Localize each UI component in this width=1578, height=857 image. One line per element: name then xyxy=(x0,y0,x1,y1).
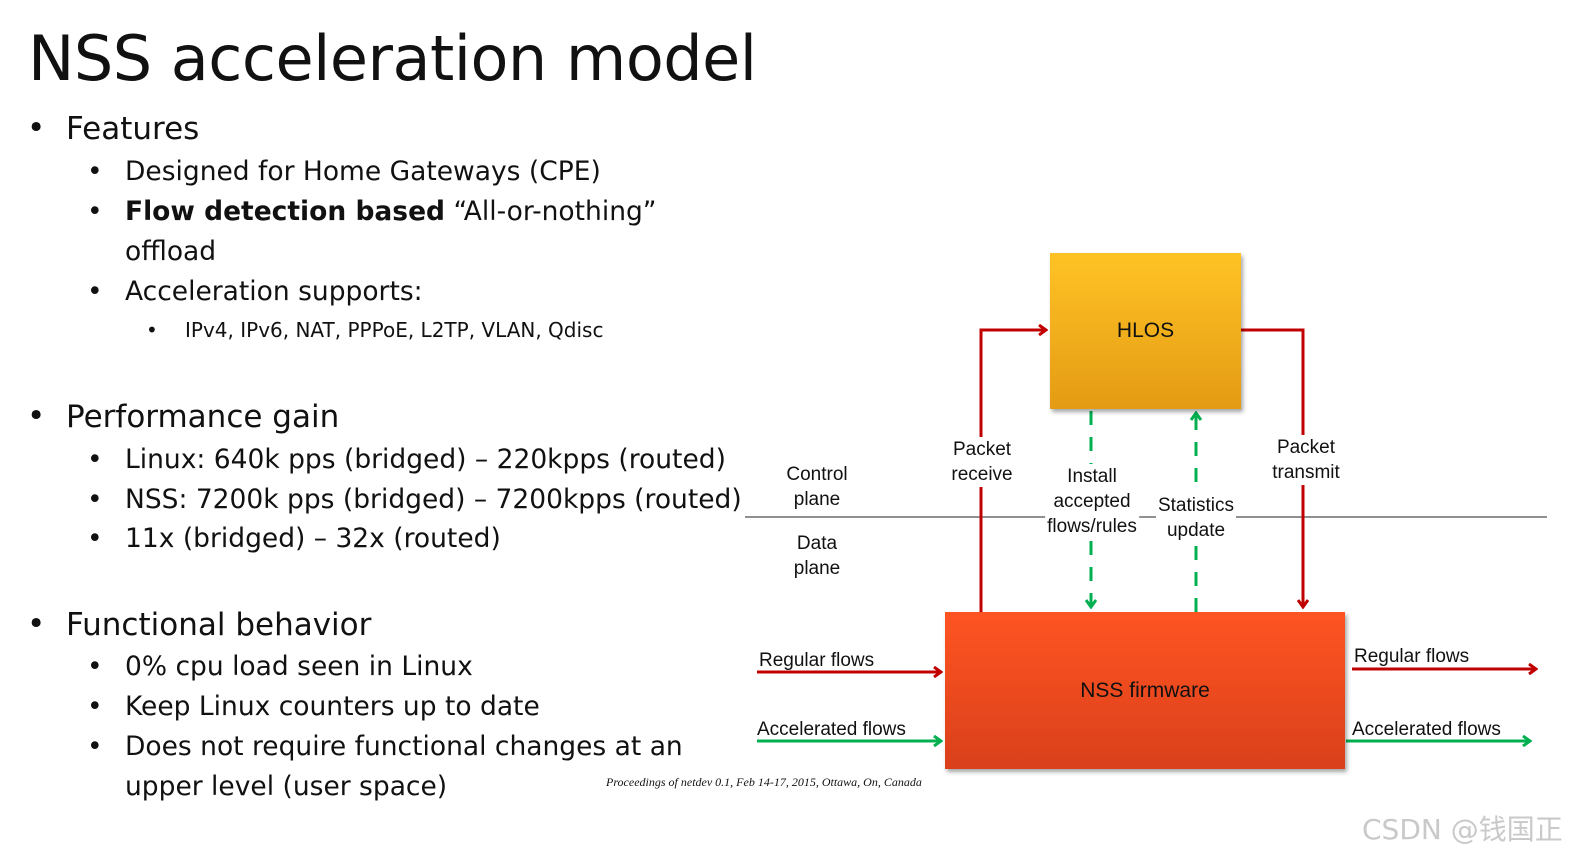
bullet-item-continued: offload xyxy=(125,236,217,267)
bullet-item: 0% cpu load seen in Linux xyxy=(125,651,473,682)
bullet: • xyxy=(87,523,103,554)
bullet-item: 11x (bridged) – 32x (routed) xyxy=(125,523,501,554)
bullet-item: Acceleration supports: xyxy=(125,276,423,307)
nss-firmware-box: NSS firmware xyxy=(945,612,1345,769)
bullet: • xyxy=(87,276,103,307)
packet-receive-arrow xyxy=(979,330,1046,612)
bullet-item: Flow detection based “All-or-nothing” xyxy=(125,196,657,227)
bullet: • xyxy=(27,398,46,434)
regular-flows-in-label: Regular flows xyxy=(759,650,875,671)
bullet-item: NSS: 7200k pps (bridged) – 7200kpps (rou… xyxy=(125,484,742,515)
bullet: • xyxy=(87,731,103,762)
label-line: transmit xyxy=(1272,462,1340,483)
packet-receive-label: Packet receive xyxy=(949,437,1015,487)
text: “All-or-nothing” xyxy=(445,196,657,227)
packet-transmit-label: Packet transmit xyxy=(1270,435,1342,485)
bullet: • xyxy=(87,484,103,515)
label-line: plane xyxy=(793,489,841,510)
bullet: • xyxy=(27,606,46,642)
statistics-update-label: Statistics update xyxy=(1155,493,1237,543)
bullet: • xyxy=(87,444,103,475)
watermark: CSDN @钱国正 xyxy=(1362,813,1563,846)
bullet: • xyxy=(146,318,158,342)
bullet: • xyxy=(87,156,103,187)
accelerated-flows-out-label: Accelerated flows xyxy=(1352,719,1501,740)
bullet-item: Keep Linux counters up to date xyxy=(125,691,540,722)
regular-flows-out-label: Regular flows xyxy=(1354,646,1470,667)
label-line: Packet xyxy=(952,439,1012,460)
bullet: • xyxy=(87,651,103,682)
label-line: accepted xyxy=(1053,491,1131,512)
bullet: • xyxy=(87,691,103,722)
accelerated-flows-in-label: Accelerated flows xyxy=(757,719,906,740)
bullet-item: Does not require functional changes at a… xyxy=(125,731,683,762)
label-line: plane xyxy=(793,558,841,579)
label-line: update xyxy=(1166,520,1226,541)
section-heading: Features xyxy=(66,111,200,147)
label-line: Install xyxy=(1067,466,1117,487)
label-line: receive xyxy=(951,464,1013,485)
packet-transmit-arrow xyxy=(1241,328,1303,607)
label-line: Packet xyxy=(1276,437,1336,458)
bullet: • xyxy=(27,110,46,146)
sub-bullet-item: IPv4, IPv6, NAT, PPPoE, L2TP, VLAN, Qdis… xyxy=(185,318,604,342)
control-plane-label: Control plane xyxy=(784,462,849,512)
section-heading: Functional behavior xyxy=(66,607,372,643)
footnote: Proceedings of netdev 0.1, Feb 14-17, 20… xyxy=(606,775,922,789)
bullet-item-continued: upper level (user space) xyxy=(125,771,448,802)
label-line: Control xyxy=(786,464,848,485)
label-line: Data xyxy=(796,533,838,554)
bullet: • xyxy=(87,196,103,227)
label-line: Statistics xyxy=(1157,495,1235,516)
data-plane-label: Data plane xyxy=(792,531,843,581)
bullet-item: Designed for Home Gateways (CPE) xyxy=(125,156,601,187)
slide-title: NSS acceleration model xyxy=(28,22,757,95)
install-rules-label: Install accepted flows/rules xyxy=(1045,464,1139,539)
hlos-box: HLOS xyxy=(1050,253,1241,409)
label-line: flows/rules xyxy=(1047,516,1137,537)
bullet-item: Linux: 640k pps (bridged) – 220kpps (rou… xyxy=(125,444,726,475)
bold-text: Flow detection based xyxy=(125,196,446,227)
section-heading: Performance gain xyxy=(66,399,340,435)
